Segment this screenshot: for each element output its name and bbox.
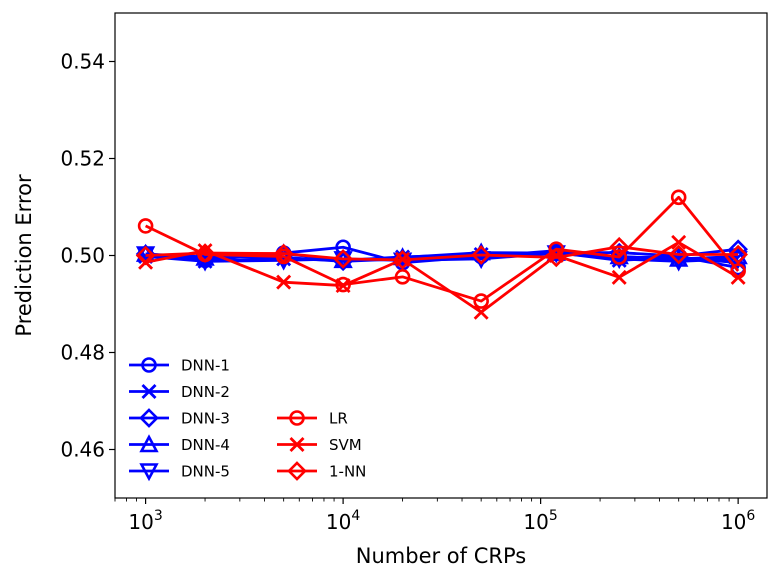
legend-label-dnn-3: DNN-3 xyxy=(181,410,230,428)
series-lr xyxy=(137,189,746,309)
legend-marker-dnn-5 xyxy=(139,463,159,482)
legend: DNN-1 DNN-2 DNN-3 DNN-4 DNN-5 LR SVM 1-NN xyxy=(129,357,366,482)
legend-label-1-nn: 1-NN xyxy=(329,463,366,481)
legend-entry-lr: LR xyxy=(277,410,348,428)
legend-entry-svm: SVM xyxy=(277,436,362,454)
x-tick-label: 105 xyxy=(523,508,557,534)
legend-label-lr: LR xyxy=(329,410,348,428)
data-point-lr xyxy=(394,269,411,285)
data-point-1-nn xyxy=(195,243,215,263)
data-point-svm xyxy=(473,304,489,320)
legend-label-dnn-4: DNN-4 xyxy=(181,436,230,454)
series-line-1-nn xyxy=(145,245,739,262)
series-layer xyxy=(135,189,748,320)
axes: 0.46 0.48 0.50 0.52 0.54 103 104 105 106 xyxy=(60,12,768,534)
x-tick-label: 106 xyxy=(721,508,755,534)
data-point-lr xyxy=(670,189,687,206)
data-point-lr xyxy=(473,293,489,309)
data-point-1-nn xyxy=(333,249,353,269)
series-line-lr xyxy=(144,195,740,303)
legend-entry-1-nn: 1-NN xyxy=(277,461,366,481)
series-line-svm xyxy=(145,241,739,314)
legend-marker-1-nn xyxy=(287,461,307,481)
data-point-svm xyxy=(671,234,687,250)
legend-marker-dnn-2 xyxy=(141,384,157,399)
y-tick-label: 0.54 xyxy=(60,50,105,74)
legend-label-dnn-2: DNN-2 xyxy=(181,383,230,401)
data-point-1-nn xyxy=(668,244,689,265)
legend-entry-dnn-3: DNN-3 xyxy=(129,408,230,428)
legend-marker-dnn-3 xyxy=(139,408,159,428)
legend-marker-dnn-1 xyxy=(141,357,157,373)
data-point-svm xyxy=(730,269,746,285)
data-point-1-nn xyxy=(273,243,294,264)
legend-entry-dnn-1: DNN-1 xyxy=(129,357,230,375)
legend-label-dnn-1: DNN-1 xyxy=(181,357,230,375)
legend-marker-lr xyxy=(289,410,305,426)
x-tick-label: 104 xyxy=(326,508,360,534)
series-1-nn xyxy=(135,236,748,270)
data-point-1-nn xyxy=(609,236,630,257)
data-point-1-nn xyxy=(392,250,413,270)
legend-label-svm: SVM xyxy=(329,436,362,454)
y-tick-label: 0.50 xyxy=(60,244,105,268)
data-point-lr xyxy=(137,218,154,234)
data-point-svm xyxy=(611,269,627,285)
y-tick-label: 0.48 xyxy=(60,341,105,365)
data-point-svm xyxy=(276,274,292,290)
x-tick-label: 103 xyxy=(128,508,162,534)
y-tick-label: 0.52 xyxy=(60,147,105,171)
data-point-1-nn xyxy=(471,245,492,265)
legend-entry-dnn-2: DNN-2 xyxy=(129,383,230,401)
data-point-lr xyxy=(611,249,628,265)
data-point-1-nn xyxy=(135,245,156,266)
data-point-svm xyxy=(335,278,351,294)
y-tick-label: 0.46 xyxy=(60,438,105,462)
data-point-1-nn xyxy=(728,244,748,265)
legend-marker-svm xyxy=(289,437,305,452)
data-point-dnn-5 xyxy=(609,251,629,270)
legend-entry-dnn-4: DNN-4 xyxy=(129,434,230,454)
data-point-1-nn xyxy=(546,247,567,268)
x-axis-label: Number of CRPs xyxy=(356,544,526,568)
legend-marker-dnn-4 xyxy=(139,434,159,453)
y-axis-label: Prediction Error xyxy=(12,174,36,337)
legend-entry-dnn-5: DNN-5 xyxy=(129,463,230,482)
legend-label-dnn-5: DNN-5 xyxy=(181,463,230,481)
series-svm xyxy=(138,234,746,320)
